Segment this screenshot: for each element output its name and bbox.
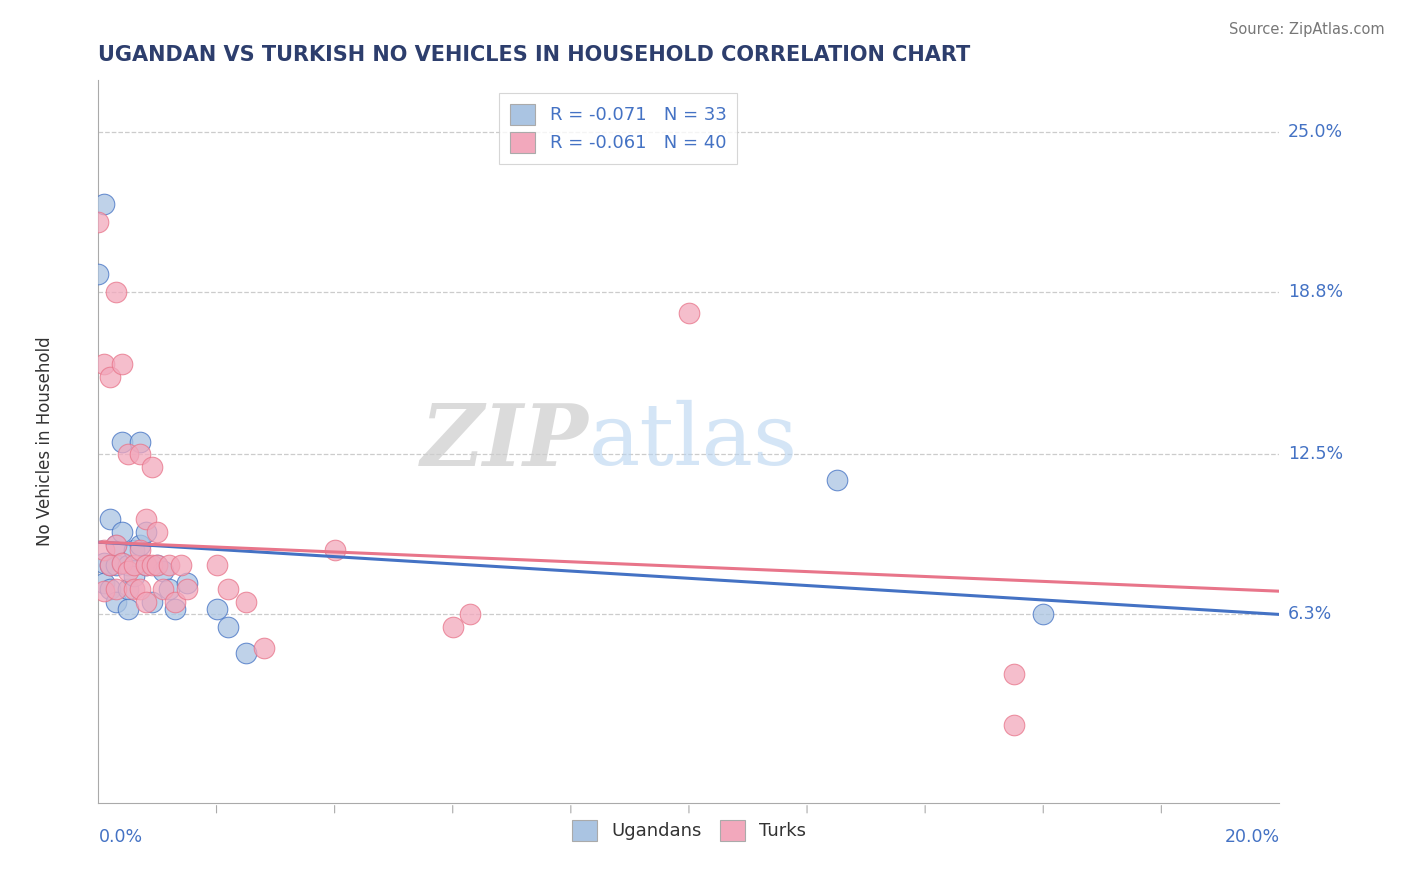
Point — [105, 594, 128, 608]
Point — [117, 558, 139, 573]
Text: UGANDAN VS TURKISH NO VEHICLES IN HOUSEHOLD CORRELATION CHART: UGANDAN VS TURKISH NO VEHICLES IN HOUSEH… — [98, 45, 970, 65]
Point — [170, 558, 193, 573]
Point — [135, 524, 157, 539]
Point — [122, 582, 145, 596]
Point — [111, 556, 134, 570]
Point — [122, 558, 145, 573]
Point — [117, 564, 139, 578]
Point — [1002, 666, 1025, 681]
Point — [128, 582, 150, 596]
Point — [323, 542, 346, 557]
Text: 20.0%: 20.0% — [1225, 828, 1279, 846]
Point — [141, 460, 163, 475]
Point — [141, 594, 163, 608]
Point — [135, 594, 157, 608]
Point — [98, 512, 121, 526]
Point — [93, 542, 115, 557]
Point — [93, 197, 115, 211]
Point — [157, 582, 180, 596]
Text: atlas: atlas — [589, 400, 797, 483]
Legend: Ugandans, Turks: Ugandans, Turks — [564, 813, 814, 848]
Point — [93, 584, 115, 599]
Text: 0.0%: 0.0% — [98, 828, 142, 846]
Point — [111, 357, 134, 371]
Point — [146, 558, 169, 573]
Point — [122, 542, 145, 557]
Point — [217, 582, 239, 596]
Point — [205, 558, 228, 573]
Point — [135, 558, 157, 573]
Text: Source: ZipAtlas.com: Source: ZipAtlas.com — [1229, 22, 1385, 37]
Point — [235, 646, 257, 660]
Point — [128, 538, 150, 552]
Text: No Vehicles in Household: No Vehicles in Household — [37, 336, 55, 547]
Point — [105, 538, 128, 552]
Point — [93, 576, 115, 591]
Point — [98, 558, 121, 573]
Point — [235, 594, 257, 608]
Point — [128, 434, 150, 449]
Text: ZIP: ZIP — [420, 400, 589, 483]
Point — [98, 582, 121, 596]
Point — [128, 447, 150, 461]
Point — [105, 582, 128, 596]
Point — [93, 556, 115, 570]
Point — [1032, 607, 1054, 622]
Point — [146, 558, 169, 573]
Point — [205, 602, 228, 616]
Point — [93, 357, 115, 371]
Point — [678, 305, 700, 319]
Point — [1002, 718, 1025, 732]
Point — [152, 564, 174, 578]
Point — [117, 602, 139, 616]
Point — [105, 285, 128, 299]
Point — [253, 640, 276, 655]
Point — [141, 558, 163, 573]
Point — [135, 558, 157, 573]
Point — [217, 620, 239, 634]
Text: 18.8%: 18.8% — [1288, 283, 1343, 301]
Point — [117, 447, 139, 461]
Point — [165, 602, 187, 616]
Point — [176, 582, 198, 596]
Point — [105, 558, 128, 573]
Point — [117, 582, 139, 596]
Point — [111, 524, 134, 539]
Point — [165, 594, 187, 608]
Point — [825, 473, 848, 487]
Point — [122, 568, 145, 582]
Point — [176, 576, 198, 591]
Point — [128, 542, 150, 557]
Point — [87, 267, 110, 281]
Text: 6.3%: 6.3% — [1288, 606, 1331, 624]
Point — [87, 215, 110, 229]
Text: 12.5%: 12.5% — [1288, 445, 1343, 464]
Point — [146, 524, 169, 539]
Text: 25.0%: 25.0% — [1288, 123, 1343, 141]
Point — [441, 620, 464, 634]
Point — [135, 512, 157, 526]
Point — [152, 582, 174, 596]
Point — [98, 370, 121, 384]
Point — [111, 434, 134, 449]
Point — [105, 538, 128, 552]
Point — [460, 607, 482, 622]
Point — [98, 558, 121, 573]
Point — [157, 558, 180, 573]
Point — [111, 556, 134, 570]
